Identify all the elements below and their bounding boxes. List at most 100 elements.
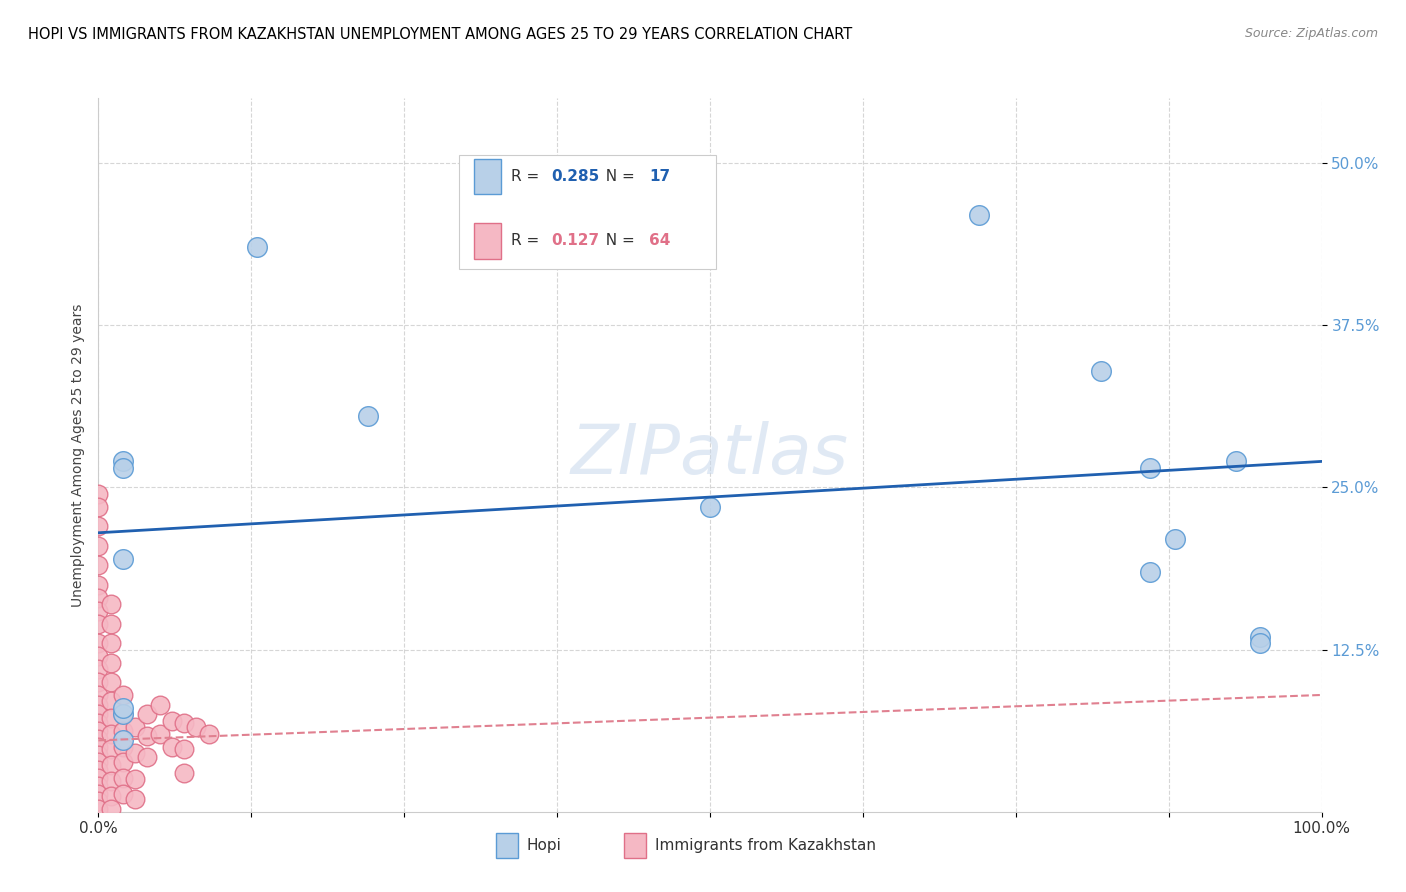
Point (87, 675, 110, 690)
Point (87, 794, 110, 808)
Point (100, 802, 122, 816)
Point (1249, 636, 1271, 650)
Point (124, 747, 146, 761)
Point (87, 698, 110, 713)
Point (87, 648, 110, 663)
Point (111, 688, 134, 702)
Point (100, 616, 122, 631)
Text: Immigrants from Kazakhstan: Immigrants from Kazakhstan (655, 838, 876, 853)
Point (100, 694, 122, 708)
Point (967, 208, 990, 222)
Point (100, 742, 122, 756)
Point (356, 409, 378, 423)
Point (111, 739, 134, 754)
Point (246, 240, 269, 254)
FancyBboxPatch shape (496, 833, 517, 858)
Point (87, 500, 110, 514)
Text: Hopi: Hopi (526, 838, 561, 853)
Point (160, 739, 183, 754)
Text: Source: ZipAtlas.com: Source: ZipAtlas.com (1244, 27, 1378, 40)
Point (87, 756, 110, 770)
Point (87, 707, 110, 722)
Point (111, 551, 134, 566)
Text: 64: 64 (648, 234, 671, 248)
Text: N =: N = (596, 234, 640, 248)
Point (100, 758, 122, 772)
Point (1225, 454, 1247, 468)
Point (87, 616, 110, 631)
Point (111, 701, 134, 715)
Point (87, 771, 110, 785)
Point (1164, 533, 1187, 547)
Point (100, 597, 122, 611)
Point (1090, 363, 1112, 377)
Text: 0.285: 0.285 (551, 169, 599, 184)
Point (149, 698, 172, 713)
Point (1139, 461, 1161, 475)
Point (100, 656, 122, 670)
Point (87, 487, 110, 501)
Point (87, 519, 110, 533)
Point (87, 724, 110, 739)
Point (100, 675, 122, 690)
Point (87, 636, 110, 650)
Point (111, 787, 134, 801)
Point (186, 720, 208, 734)
Point (124, 791, 146, 805)
Point (173, 765, 195, 780)
Point (87, 604, 110, 618)
Point (100, 727, 122, 741)
Point (111, 461, 134, 475)
Point (197, 727, 219, 741)
Point (87, 688, 110, 702)
Point (124, 720, 146, 734)
Text: R =: R = (510, 234, 544, 248)
FancyBboxPatch shape (474, 223, 501, 259)
Point (87, 763, 110, 777)
Point (87, 591, 110, 605)
Point (136, 730, 159, 744)
Point (136, 707, 159, 722)
FancyBboxPatch shape (624, 833, 647, 858)
Text: 17: 17 (648, 169, 671, 184)
Point (1249, 630, 1271, 644)
Point (111, 733, 134, 747)
Y-axis label: Unemployment Among Ages 25 to 29 years: Unemployment Among Ages 25 to 29 years (70, 303, 84, 607)
Point (100, 711, 122, 725)
Point (87, 577, 110, 591)
Point (173, 742, 195, 756)
Point (87, 558, 110, 573)
Point (100, 789, 122, 804)
Point (111, 771, 134, 785)
Text: HOPI VS IMMIGRANTS FROM KAZAKHSTAN UNEMPLOYMENT AMONG AGES 25 TO 29 YEARS CORREL: HOPI VS IMMIGRANTS FROM KAZAKHSTAN UNEMP… (28, 27, 852, 42)
FancyBboxPatch shape (474, 159, 501, 194)
Point (87, 802, 110, 816)
Point (699, 500, 721, 514)
Point (87, 716, 110, 731)
Point (160, 714, 183, 728)
Point (87, 732, 110, 747)
Point (111, 707, 134, 722)
Point (149, 727, 172, 741)
Text: R =: R = (510, 169, 544, 184)
Point (124, 772, 146, 787)
Point (111, 707, 134, 722)
Point (87, 747, 110, 762)
Text: ZIPatlas: ZIPatlas (571, 421, 849, 489)
Point (87, 739, 110, 754)
FancyBboxPatch shape (460, 155, 716, 269)
Text: N =: N = (596, 169, 640, 184)
Point (87, 539, 110, 553)
Point (111, 454, 134, 468)
Point (136, 750, 159, 764)
Point (87, 787, 110, 801)
Point (111, 724, 134, 739)
Text: 0.127: 0.127 (551, 234, 599, 248)
Point (1139, 565, 1161, 579)
Point (87, 779, 110, 793)
Point (111, 756, 134, 770)
Point (173, 716, 195, 731)
Point (100, 636, 122, 650)
Point (87, 662, 110, 676)
Point (100, 773, 122, 788)
